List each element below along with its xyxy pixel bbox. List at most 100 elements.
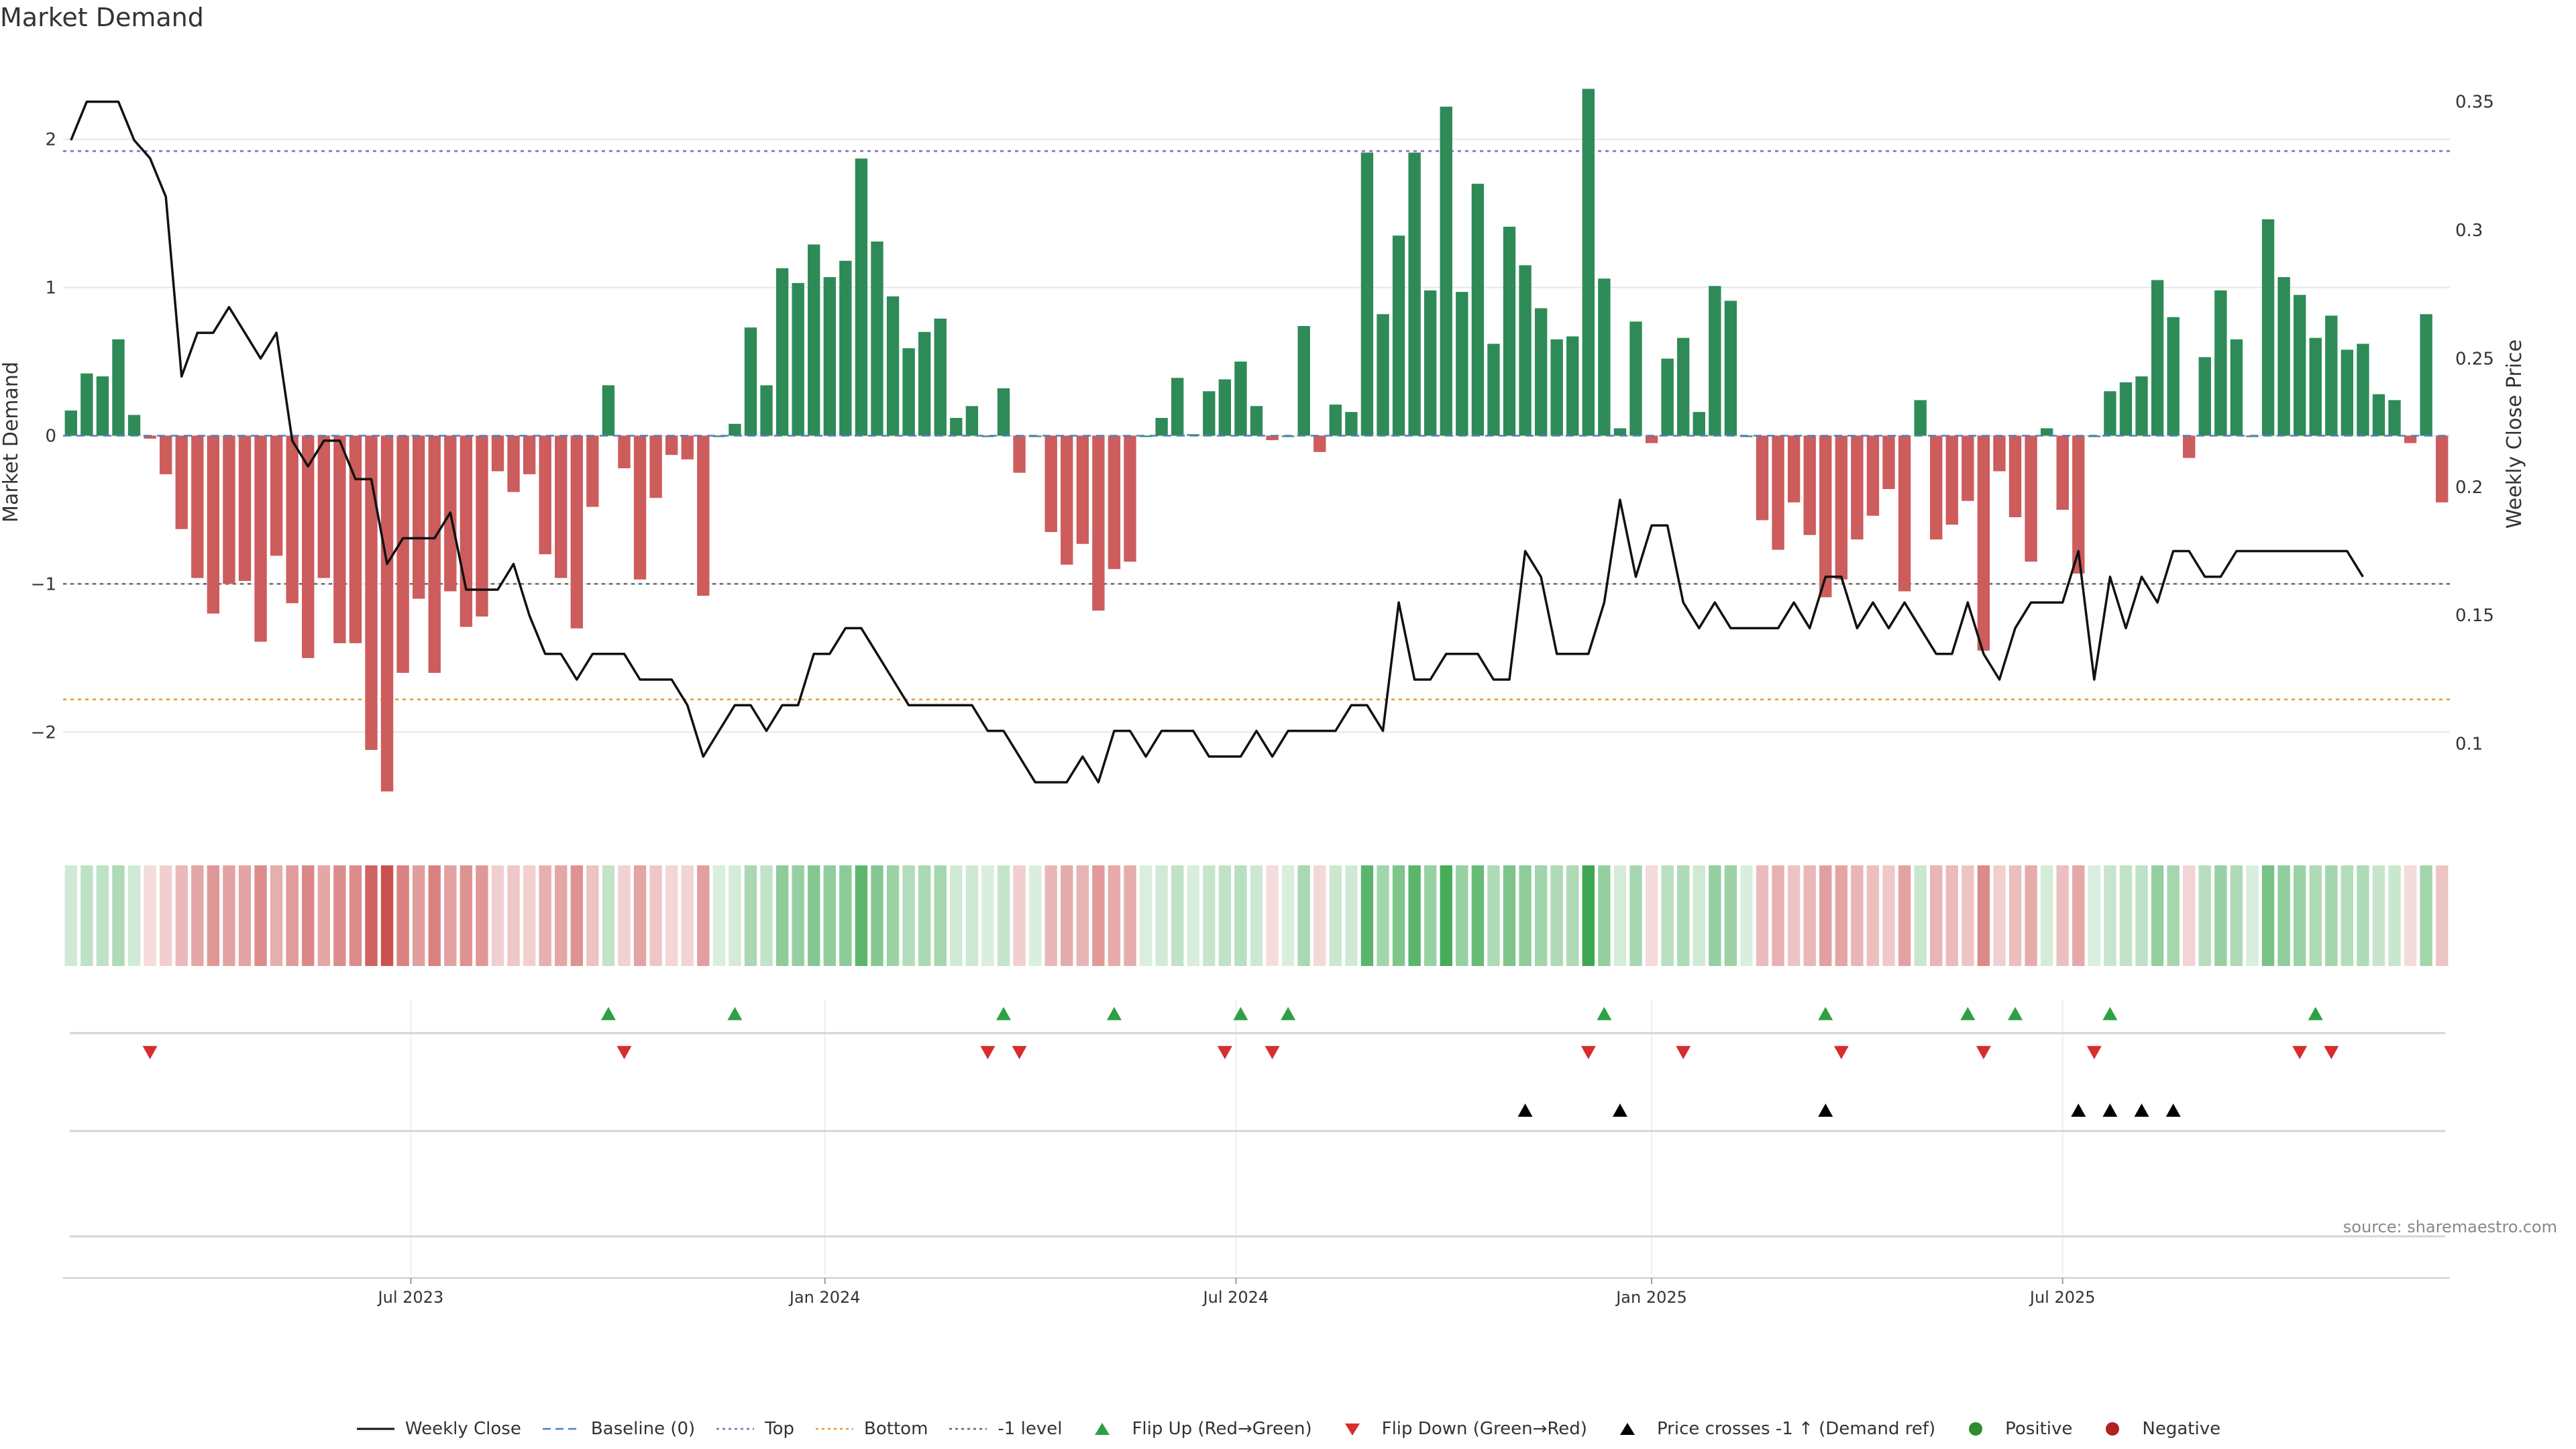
heat-cell <box>555 865 568 966</box>
heat-cell <box>191 865 204 966</box>
heat-cell <box>1281 865 1295 966</box>
demand-bar <box>633 435 647 580</box>
demand-bar <box>1693 412 1705 436</box>
heat-cell <box>823 865 836 966</box>
flip-up-marker <box>2102 1007 2118 1020</box>
legend-label: Weekly Close <box>405 1419 521 1439</box>
heat-cell <box>1851 865 1864 966</box>
demand-bar <box>2167 317 2180 436</box>
demand-bar <box>1297 325 1310 436</box>
legend-swatch <box>715 1421 755 1437</box>
heat-cell <box>1297 865 1310 966</box>
heat-cell <box>886 865 900 966</box>
heat-cell <box>1661 865 1674 966</box>
heat-cell <box>855 865 868 966</box>
demand-bar <box>127 415 141 436</box>
price-cross-marker <box>2102 1104 2118 1117</box>
demand-bar <box>254 435 267 642</box>
demand-bar <box>1962 435 1974 501</box>
heat-cell <box>1582 865 1595 966</box>
heat-cell <box>729 865 741 966</box>
heat-cell <box>1629 865 1642 966</box>
demand-bar <box>902 348 915 436</box>
legend-item: Top <box>715 1419 794 1439</box>
heat-cell <box>1819 865 1832 966</box>
chart-title: Market Demand <box>0 3 204 32</box>
demand-bar <box>570 435 583 629</box>
demand-bar <box>555 435 568 578</box>
demand-bar <box>1519 265 1532 436</box>
demand-bar <box>981 435 994 437</box>
legend-label: Negative <box>2142 1419 2221 1439</box>
legend-swatch <box>1082 1421 1122 1437</box>
demand-bar <box>681 435 694 460</box>
demand-bar <box>1629 321 1642 436</box>
flip-up-marker <box>1597 1007 1612 1020</box>
heat-cell <box>223 865 235 966</box>
demand-bar <box>1898 435 1911 592</box>
price-cross-marker <box>2071 1104 2086 1117</box>
demand-bar <box>712 435 726 437</box>
legend-item: -1 level <box>948 1419 1062 1439</box>
demand-bar <box>1076 435 1089 544</box>
heat-cell <box>1424 865 1437 966</box>
demand-bar <box>744 327 757 436</box>
heat-cell <box>2357 865 2369 966</box>
demand-bar <box>839 260 852 436</box>
flip-down-marker <box>2086 1046 2102 1059</box>
price-cross-marker <box>2165 1104 2181 1117</box>
heat-cell <box>1092 865 1105 966</box>
heat-cell <box>80 865 93 966</box>
heat-cell <box>570 865 583 966</box>
demand-bar <box>1234 362 1247 436</box>
demand-bar <box>1013 435 1026 473</box>
heat-cell <box>302 865 315 966</box>
demand-bar <box>2230 339 2243 436</box>
heat-cell <box>1139 865 1152 966</box>
heat-cell <box>207 865 220 966</box>
heat-cell <box>2436 865 2449 966</box>
y2-tick-label: 0.15 <box>2455 606 2494 626</box>
heat-cell <box>1772 865 1784 966</box>
demand-bar <box>1250 406 1263 436</box>
demand-bar <box>207 435 220 614</box>
demand-bar <box>2040 428 2053 436</box>
legend-item: Bottom <box>814 1419 928 1439</box>
flip-up-marker <box>1106 1007 1122 1020</box>
demand-bar <box>2372 394 2385 436</box>
heat-cell <box>2309 865 2322 966</box>
demand-bar <box>80 373 93 436</box>
demand-bar <box>1851 435 1864 540</box>
demand-bar <box>460 435 473 627</box>
demand-bar <box>2008 435 2022 517</box>
heat-cell <box>2341 865 2354 966</box>
demand-bar <box>1756 435 1769 521</box>
demand-bar <box>1787 435 1801 502</box>
heat-cell <box>2246 865 2259 966</box>
demand-bar <box>697 435 710 596</box>
heat-cell <box>775 865 789 966</box>
legend-label: Top <box>765 1419 795 1439</box>
legend-item: Flip Down (Green→Red) <box>1332 1419 1587 1439</box>
y2-tick-label: 0.25 <box>2455 349 2494 369</box>
demand-bar <box>491 435 504 472</box>
legend-swatch <box>1955 1421 1996 1437</box>
demand-bar <box>270 435 283 556</box>
flip-down-marker <box>1012 1046 1027 1059</box>
heat-cell <box>1329 865 1342 966</box>
demand-bar <box>1645 435 1658 443</box>
legend-swatch <box>948 1421 988 1437</box>
demand-bar <box>1598 278 1611 436</box>
demand-bar <box>349 435 362 643</box>
heat-cell <box>444 865 457 966</box>
demand-bar <box>2388 400 2401 436</box>
x-tick-label: Jan 2024 <box>788 1288 861 1307</box>
flip-up-marker <box>1818 1007 1833 1020</box>
heat-cell <box>1456 865 1468 966</box>
demand-bar <box>1835 435 1848 580</box>
flip-down-marker <box>1676 1046 1691 1059</box>
legend-item: Negative <box>2092 1419 2220 1439</box>
demand-bar <box>1424 290 1437 436</box>
heat-cell <box>2088 865 2101 966</box>
heat-cell <box>665 865 678 966</box>
